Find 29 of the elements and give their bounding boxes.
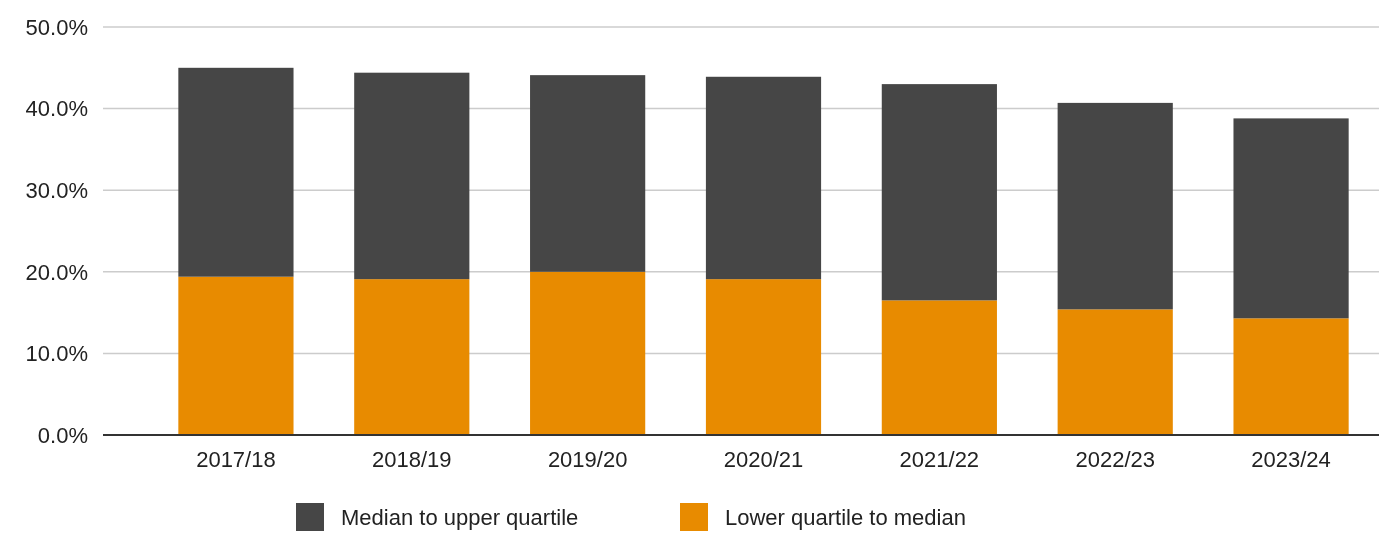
y-tick-label: 0.0% bbox=[37, 422, 88, 448]
bar bbox=[530, 271, 646, 435]
bar bbox=[178, 67, 294, 277]
x-tick-label: 2017/18 bbox=[196, 447, 276, 472]
bar bbox=[354, 72, 470, 280]
bar bbox=[1057, 309, 1173, 435]
x-tick-label: 2018/19 bbox=[372, 447, 452, 472]
bar bbox=[1233, 318, 1349, 435]
legend-label: Median to upper quartile bbox=[341, 504, 579, 530]
x-tick-label: 2019/20 bbox=[547, 447, 628, 472]
legend-label: Lower quartile to median bbox=[725, 504, 966, 530]
x-tick-label: 2020/21 bbox=[723, 447, 804, 472]
bar bbox=[705, 279, 822, 435]
x-tick-label: 2022/23 bbox=[1075, 447, 1155, 472]
y-tick-label: 40.0% bbox=[25, 96, 88, 122]
bar bbox=[881, 300, 997, 435]
bar bbox=[1233, 118, 1349, 319]
bar bbox=[178, 276, 294, 435]
x-tick-label: 2021/22 bbox=[899, 447, 980, 472]
bar bbox=[530, 75, 646, 272]
y-tick-label: 30.0% bbox=[25, 177, 88, 203]
bar bbox=[705, 76, 822, 280]
y-tick-label: 20.0% bbox=[25, 259, 88, 285]
bar bbox=[354, 279, 470, 435]
y-tick-label: 50.0% bbox=[25, 14, 88, 40]
bar bbox=[1057, 102, 1173, 310]
x-tick-label: 2023/24 bbox=[1251, 447, 1331, 472]
bar bbox=[881, 84, 997, 301]
y-tick-label: 10.0% bbox=[25, 341, 88, 367]
